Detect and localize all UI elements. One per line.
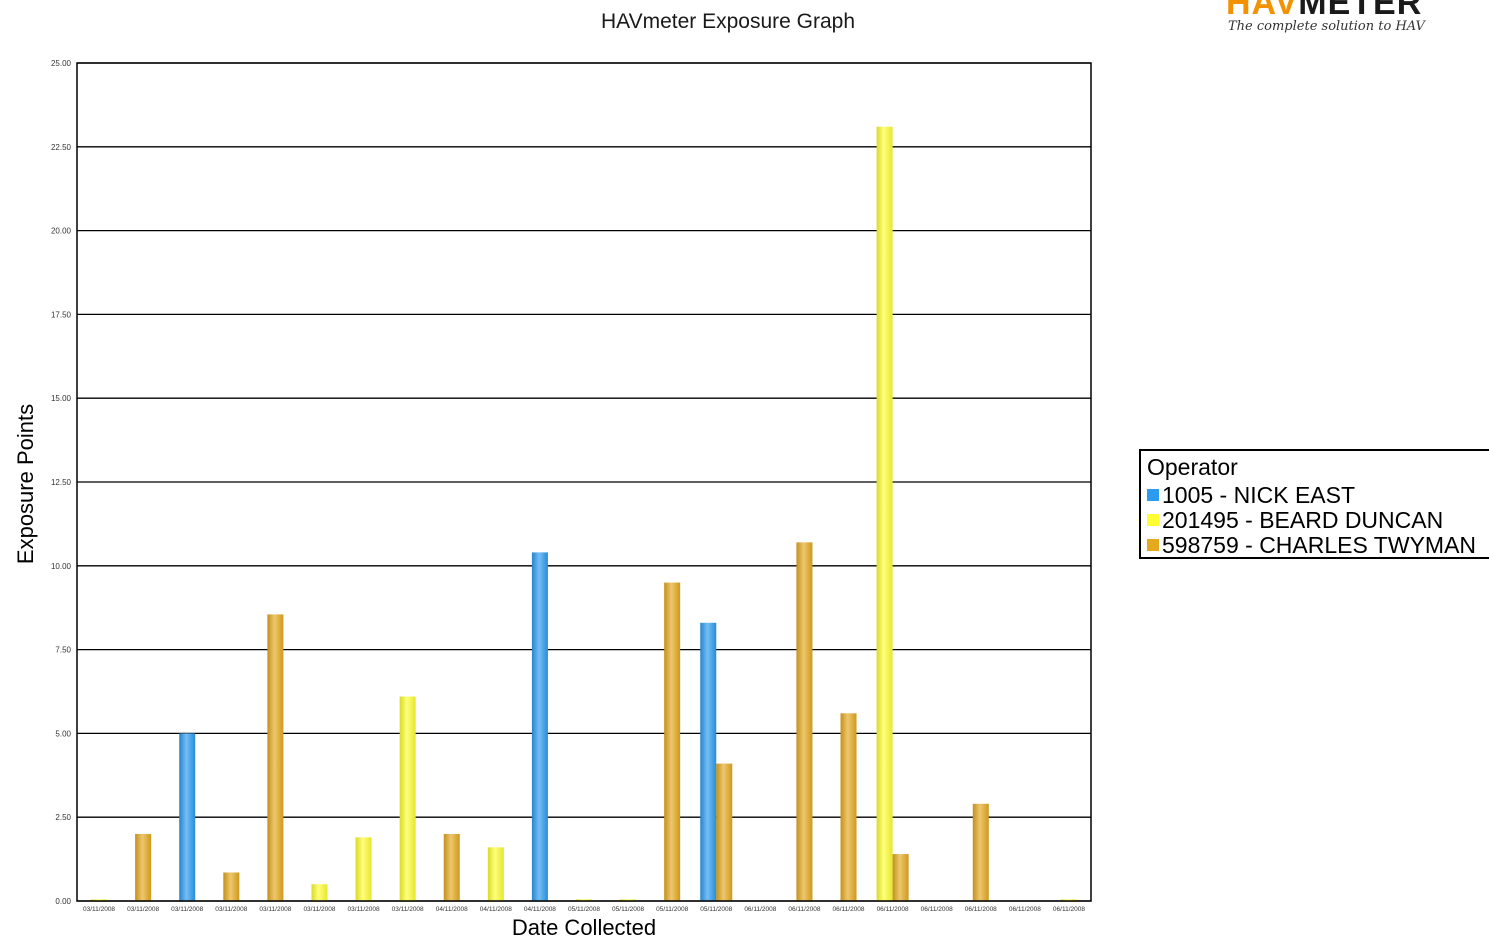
chart-title: HAVmeter Exposure Graph xyxy=(601,10,855,33)
bar xyxy=(972,803,989,901)
bar xyxy=(355,837,372,901)
y-tick-label: 12.50 xyxy=(51,478,72,487)
y-tick-labels: 0.00 2.50 5.00 7.50 10.00 12.50 15.00 17.50 20.0… xyxy=(51,59,72,906)
legend-swatch xyxy=(1147,514,1159,526)
bar xyxy=(700,622,717,901)
x-tick-label: 03/11/2008 xyxy=(348,906,380,913)
bar xyxy=(135,833,152,901)
x-tick-label: 05/11/2008 xyxy=(700,906,732,913)
y-tick-label: 20.00 xyxy=(51,227,72,236)
y-tick-label: 5.00 xyxy=(55,729,71,738)
y-axis-label: Exposure Points xyxy=(13,404,38,564)
bar xyxy=(664,582,681,901)
bar xyxy=(576,899,592,901)
legend-item: 201495 - BEARD DUNCAN xyxy=(1147,507,1443,533)
legend-swatch xyxy=(1147,489,1159,501)
y-tick-label: 0.00 xyxy=(55,897,71,906)
havmeter-logo: HAVMETER The complete solution to HAV xyxy=(1222,0,1489,42)
legend-label: 201495 - BEARD DUNCAN xyxy=(1162,506,1444,533)
x-tick-label: 05/11/2008 xyxy=(568,906,600,913)
x-tick-label: 06/11/2008 xyxy=(1009,906,1041,913)
x-tick-label: 06/11/2008 xyxy=(877,906,909,913)
x-tick-label: 06/11/2008 xyxy=(965,906,997,913)
bars xyxy=(91,126,1077,902)
x-tick-label: 03/11/2008 xyxy=(127,906,159,913)
x-tick-label: 06/11/2008 xyxy=(921,906,953,913)
y-tick-label: 2.50 xyxy=(55,813,71,822)
bar xyxy=(223,872,240,901)
x-axis-label: Date Collected xyxy=(512,915,656,940)
y-tick-label: 25.00 xyxy=(51,59,72,68)
legend-swatch xyxy=(1147,539,1159,551)
bar xyxy=(487,847,504,901)
bar xyxy=(91,899,108,901)
x-tick-label: 03/11/2008 xyxy=(303,906,335,913)
y-tick-label: 7.50 xyxy=(55,646,71,655)
legend-item: 598759 - CHARLES TWYMAN xyxy=(1147,532,1476,558)
gridlines xyxy=(77,62,1091,902)
x-tick-label: 06/11/2008 xyxy=(832,906,864,913)
bar xyxy=(267,614,284,901)
x-tick-label: 04/11/2008 xyxy=(480,906,512,913)
x-tick-label: 06/11/2008 xyxy=(788,906,820,913)
bar xyxy=(716,763,733,901)
legend-label: 1005 - NICK EAST xyxy=(1162,481,1356,508)
logo-tagline: The complete solution to HAV xyxy=(1228,19,1425,34)
legend-title: Operator xyxy=(1147,454,1238,480)
bar xyxy=(620,899,637,901)
x-tick-label: 03/11/2008 xyxy=(83,906,115,913)
x-tick-labels: 03/11/2008 03/11/2008 03/11/2008 03/11/2008… xyxy=(83,906,1085,913)
logo-wordmark: HAVMETER xyxy=(1226,0,1423,22)
plot-area-border xyxy=(76,62,1092,902)
y-tick-label: 17.50 xyxy=(51,310,72,319)
bar xyxy=(1060,899,1077,901)
bar xyxy=(531,552,548,901)
bar xyxy=(443,833,460,901)
bar xyxy=(840,713,857,901)
bar xyxy=(399,696,416,901)
bar xyxy=(179,733,196,901)
x-tick-label: 05/11/2008 xyxy=(612,906,644,913)
y-tick-label: 15.00 xyxy=(51,394,72,403)
legend-item: 1005 - NICK EAST xyxy=(1147,482,1355,508)
legend-label: 598759 - CHARLES TWYMAN xyxy=(1162,531,1477,558)
bar xyxy=(892,854,909,901)
x-tick-label: 03/11/2008 xyxy=(171,906,203,913)
bar xyxy=(796,542,813,901)
x-tick-label: 03/11/2008 xyxy=(215,906,247,913)
x-tick-label: 03/11/2008 xyxy=(259,906,291,913)
y-tick-label: 10.00 xyxy=(51,562,72,571)
x-tick-label: 04/11/2008 xyxy=(524,906,556,913)
x-tick-label: 05/11/2008 xyxy=(656,906,688,913)
x-tick-label: 06/11/2008 xyxy=(1053,906,1085,913)
x-tick-label: 06/11/2008 xyxy=(744,906,776,913)
legend: Operator 1005 - NICK EAST 201495 - BEARD… xyxy=(1139,449,1489,559)
x-tick-label: 03/11/2008 xyxy=(392,906,424,913)
bar xyxy=(311,884,328,901)
bar xyxy=(876,126,893,902)
x-tick-label: 04/11/2008 xyxy=(436,906,468,913)
y-tick-label: 22.50 xyxy=(51,143,72,152)
